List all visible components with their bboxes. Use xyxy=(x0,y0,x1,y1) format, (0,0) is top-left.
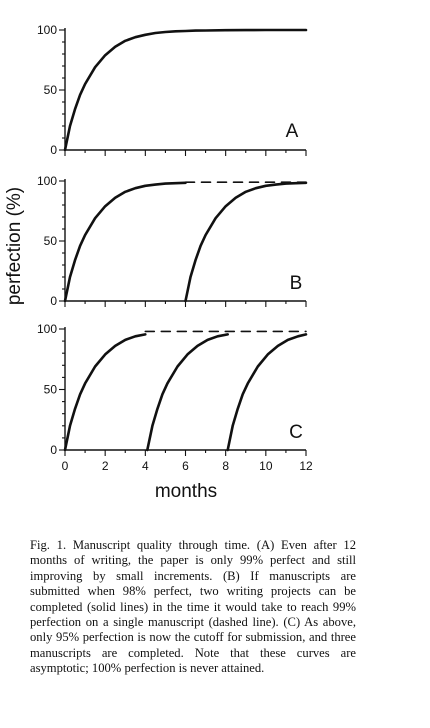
x-tick-label: 8 xyxy=(222,459,229,473)
x-tick-label: 10 xyxy=(259,459,273,473)
x-tick-label: 4 xyxy=(142,459,149,473)
y-axis-title: perfection (%) xyxy=(4,187,25,305)
y-tick-label-B: 100 xyxy=(37,174,57,188)
y-tick-label-C: 0 xyxy=(50,443,57,457)
figure: 0 50 100 A 0 50 100 B 0 50 100 0 2 4 6 8 10 12 C perfectio… xyxy=(4,23,313,502)
x-tick-label: 0 xyxy=(62,459,69,473)
series-line-B-2 xyxy=(184,181,308,303)
panel-label-A: A xyxy=(286,121,299,142)
y-tick-label-C: 50 xyxy=(44,383,58,397)
panel-label-B: B xyxy=(290,273,303,294)
series-line-A-1 xyxy=(63,28,308,152)
series-line-C-3 xyxy=(226,333,308,452)
series-line-C-1 xyxy=(63,333,147,452)
y-tick-label-C: 100 xyxy=(37,322,57,336)
x-tick-label: 6 xyxy=(182,459,189,473)
panels: 0 50 100 A 0 50 100 B 0 50 100 0 2 4 6 8 10 12 C xyxy=(37,23,313,473)
x-tick-label: 12 xyxy=(299,459,313,473)
y-tick-label-B: 50 xyxy=(44,234,58,248)
x-axis-title: months xyxy=(155,481,217,502)
series-line-B-1 xyxy=(63,181,187,303)
y-tick-label-B: 0 xyxy=(50,294,57,308)
series-line-C-2 xyxy=(146,333,229,452)
y-tick-label-A: 100 xyxy=(37,23,57,37)
panel-label-C: C xyxy=(289,422,303,443)
y-tick-label-A: 50 xyxy=(44,83,58,97)
x-tick-label: 2 xyxy=(102,459,109,473)
y-tick-label-A: 0 xyxy=(50,143,57,157)
figure-caption: Fig. 1. Manuscript quality through time.… xyxy=(30,538,356,676)
